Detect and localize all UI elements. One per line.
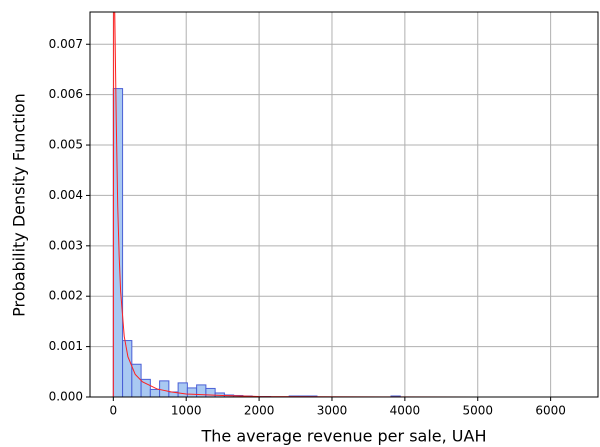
bar bbox=[186, 387, 198, 397]
x-tick-label: 2000 bbox=[244, 404, 275, 418]
bar bbox=[140, 378, 151, 397]
axes-frame bbox=[89, 11, 599, 398]
y-tick-label: 0.001 bbox=[49, 339, 83, 353]
y-tick-label: 0.005 bbox=[49, 138, 83, 152]
bar bbox=[122, 340, 133, 397]
density-curve bbox=[112, 12, 573, 397]
x-tick-label: 5000 bbox=[462, 404, 493, 418]
bar bbox=[159, 380, 170, 397]
x-tick-label: 3000 bbox=[317, 404, 348, 418]
y-tick-label: 0.004 bbox=[49, 188, 83, 202]
y-tick-label: 0.007 bbox=[49, 37, 83, 51]
y-tick-label: 0.006 bbox=[49, 87, 83, 101]
plot-area bbox=[112, 12, 573, 397]
bar bbox=[177, 382, 188, 397]
bar bbox=[205, 387, 216, 397]
y-axis-label: Probability Density Function bbox=[10, 93, 29, 317]
bar bbox=[112, 88, 124, 397]
grid bbox=[90, 12, 598, 398]
x-tick-label: 6000 bbox=[535, 404, 566, 418]
x-axis-label: The average revenue per sale, UAH bbox=[201, 427, 487, 446]
bar bbox=[149, 388, 161, 397]
x-tick-label: 0 bbox=[110, 404, 118, 418]
y-tick-label: 0.003 bbox=[49, 238, 83, 252]
x-tick-label: 4000 bbox=[390, 404, 421, 418]
y-tick-label: 0.002 bbox=[49, 289, 83, 303]
y-tick-label: 0.000 bbox=[49, 390, 83, 404]
x-tick-label: 1000 bbox=[171, 404, 202, 418]
